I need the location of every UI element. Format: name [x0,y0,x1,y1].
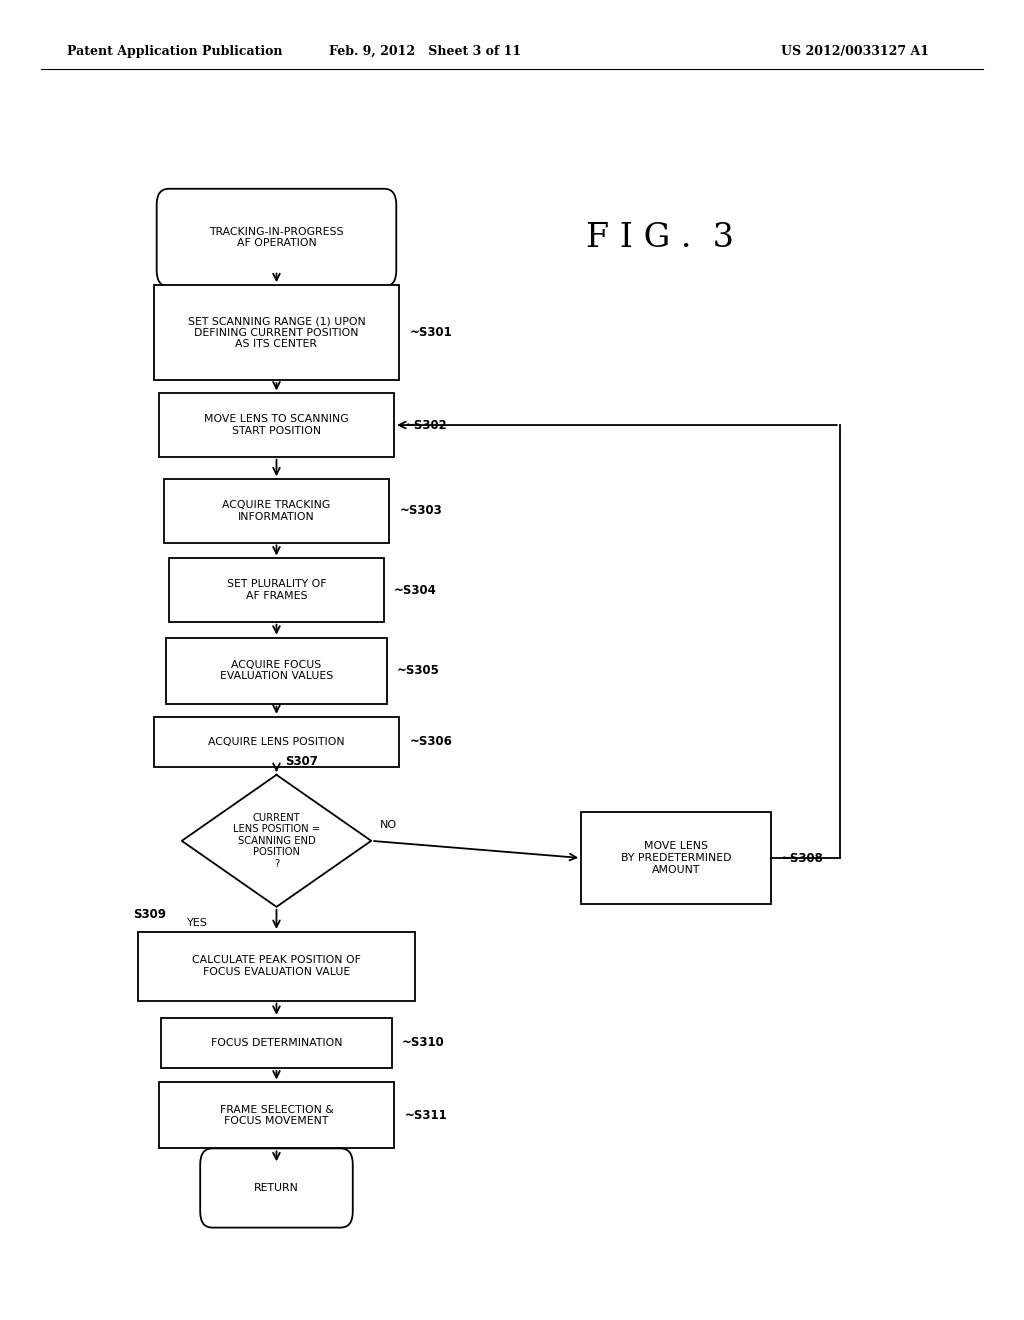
Text: FOCUS DETERMINATION: FOCUS DETERMINATION [211,1038,342,1048]
Text: S307: S307 [285,755,317,768]
Text: ~S310: ~S310 [401,1036,444,1049]
Bar [159,393,394,457]
Text: ACQUIRE FOCUS
EVALUATION VALUES: ACQUIRE FOCUS EVALUATION VALUES [220,660,333,681]
Bar [154,717,399,767]
Text: ~S308: ~S308 [781,851,823,865]
Text: FRAME SELECTION &
FOCUS MOVEMENT: FRAME SELECTION & FOCUS MOVEMENT [219,1105,334,1126]
Text: NO: NO [380,820,396,830]
FancyBboxPatch shape [157,189,396,286]
Text: ~S303: ~S303 [399,504,442,517]
Text: MOVE LENS TO SCANNING
START POSITION: MOVE LENS TO SCANNING START POSITION [204,414,349,436]
Text: ~S304: ~S304 [394,583,437,597]
Text: ~S301: ~S301 [410,326,453,339]
Text: Feb. 9, 2012   Sheet 3 of 11: Feb. 9, 2012 Sheet 3 of 11 [329,45,521,58]
Text: MOVE LENS
BY PREDETERMINED
AMOUNT: MOVE LENS BY PREDETERMINED AMOUNT [621,841,731,875]
Bar [162,1018,392,1068]
Bar [138,932,415,1001]
Bar [164,479,389,543]
Text: ACQUIRE TRACKING
INFORMATION: ACQUIRE TRACKING INFORMATION [222,500,331,521]
Text: F I G .  3: F I G . 3 [587,222,734,253]
Text: TRACKING-IN-PROGRESS
AF OPERATION: TRACKING-IN-PROGRESS AF OPERATION [209,227,344,248]
Text: S309: S309 [133,908,166,921]
Text: ACQUIRE LENS POSITION: ACQUIRE LENS POSITION [208,737,345,747]
Text: SET SCANNING RANGE (1) UPON
DEFINING CURRENT POSITION
AS ITS CENTER: SET SCANNING RANGE (1) UPON DEFINING CUR… [187,315,366,350]
FancyBboxPatch shape [201,1148,352,1228]
Text: YES: YES [187,917,208,928]
Text: RETURN: RETURN [254,1183,299,1193]
Text: ~S306: ~S306 [410,735,453,748]
Bar [169,558,384,622]
Text: Patent Application Publication: Patent Application Publication [67,45,282,58]
Polygon shape [182,775,372,907]
Text: CURRENT
LENS POSITION =
SCANNING END
POSITION
?: CURRENT LENS POSITION = SCANNING END POS… [232,813,321,869]
Bar [159,1082,394,1148]
Bar [167,638,387,704]
Text: ~S302: ~S302 [404,418,447,432]
Bar [154,285,399,380]
Text: US 2012/0033127 A1: US 2012/0033127 A1 [781,45,929,58]
Bar [582,812,770,904]
Text: CALCULATE PEAK POSITION OF
FOCUS EVALUATION VALUE: CALCULATE PEAK POSITION OF FOCUS EVALUAT… [193,956,360,977]
Text: SET PLURALITY OF
AF FRAMES: SET PLURALITY OF AF FRAMES [226,579,327,601]
Text: ~S305: ~S305 [397,664,439,677]
Text: ~S311: ~S311 [404,1109,447,1122]
